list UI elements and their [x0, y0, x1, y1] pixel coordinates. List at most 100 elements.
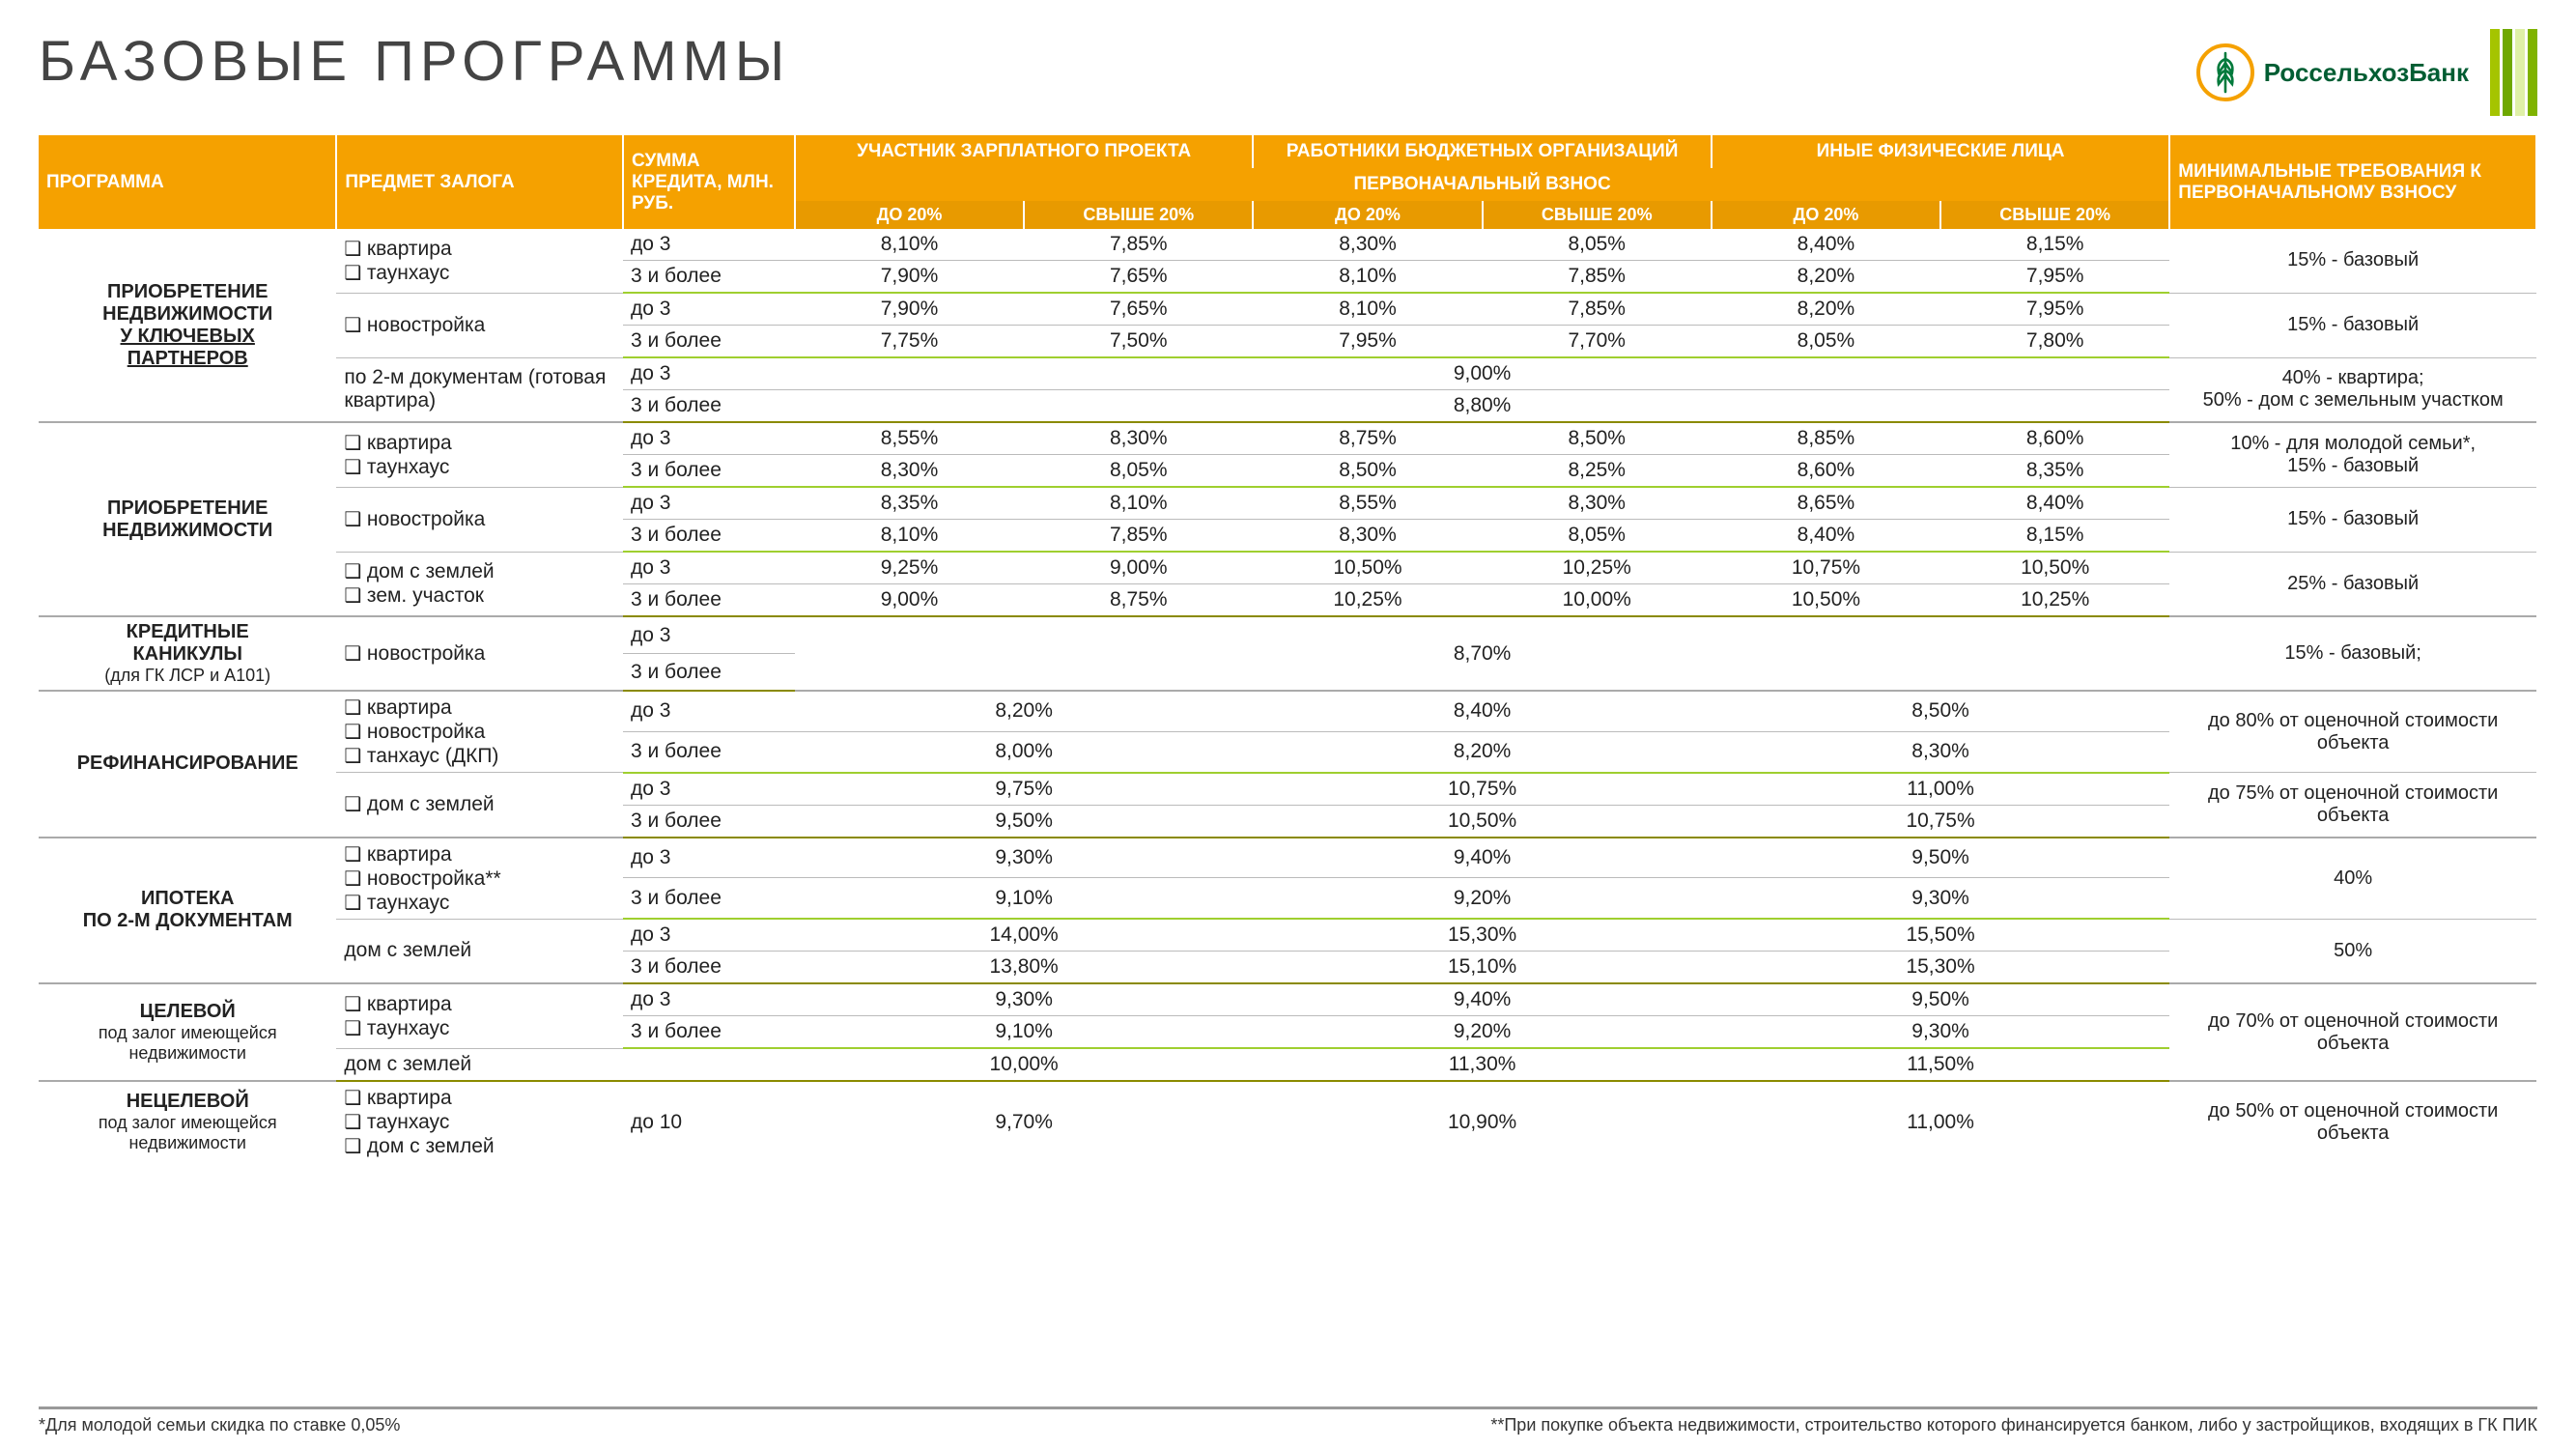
v: 8,65%	[1712, 487, 1940, 520]
v: 9,20%	[1253, 1016, 1711, 1049]
t: 15% - базовый	[2287, 455, 2419, 476]
v: 8,55%	[1253, 487, 1482, 520]
v: 9,30%	[1712, 1016, 2169, 1049]
v: 7,65%	[1024, 261, 1253, 294]
v: 8,20%	[1712, 261, 1940, 294]
pledge: квартира новостройка** таунхаус	[336, 838, 623, 920]
v: 8,40%	[1712, 229, 1940, 261]
t: новостройка	[344, 642, 485, 665]
t: 50% - дом с земельным участком	[2203, 389, 2504, 411]
t: таунхаус	[344, 456, 449, 478]
t: новостройка**	[344, 867, 500, 890]
v: 9,40%	[1253, 838, 1711, 878]
table-row: РЕФИНАНСИРОВАНИЕ квартира новостройка та…	[39, 691, 2536, 731]
table-row: ПРИОБРЕТЕНИЕ НЕДВИЖИМОСТИ У КЛЮЧЕВЫХ ПАР…	[39, 229, 2536, 261]
wheat-icon	[2196, 43, 2254, 101]
amt: до 3	[623, 487, 795, 520]
slide: БАЗОВЫЕ ПРОГРАММЫ РоссельхозБанк ПРОГРАМ…	[0, 0, 2576, 1181]
amt: 3 и более	[623, 261, 795, 294]
t: новостройка	[344, 508, 485, 530]
v: 9,20%	[1253, 878, 1711, 919]
v: 10,50%	[1712, 584, 1940, 617]
v: 9,25%	[795, 552, 1024, 584]
v: 15,50%	[1712, 919, 2169, 952]
v: 10,75%	[1712, 805, 2169, 838]
amt: 3 и более	[623, 952, 795, 984]
v: 9,30%	[795, 983, 1253, 1016]
pledge: квартиратаунхаус	[336, 422, 623, 487]
req: до 80% от оценочной стоимости объекта	[2169, 691, 2536, 773]
prog-p3: КРЕДИТНЫЕ КАНИКУЛЫ (для ГК ЛСР и А101)	[39, 616, 336, 691]
g2-hi: СВЫШЕ 20%	[1483, 201, 1712, 229]
t: РЕФИНАНСИРОВАНИЕ	[77, 753, 298, 774]
v: 8,60%	[1940, 422, 2169, 455]
prog-p1: ПРИОБРЕТЕНИЕ НЕДВИЖИМОСТИ У КЛЮЧЕВЫХ ПАР…	[39, 229, 336, 422]
v: 7,70%	[1483, 326, 1712, 358]
v: 8,55%	[795, 422, 1024, 455]
t: 40% - квартира;	[2282, 367, 2424, 388]
table-body: ПРИОБРЕТЕНИЕ НЕДВИЖИМОСТИ У КЛЮЧЕВЫХ ПАР…	[39, 229, 2536, 1162]
v: 8,05%	[1712, 326, 1940, 358]
amt: до 3	[623, 293, 795, 326]
req: 15% - базовый	[2169, 487, 2536, 552]
v: 8,00%	[795, 731, 1253, 772]
v: 8,35%	[795, 487, 1024, 520]
t: НЕДВИЖИМОСТИ	[102, 520, 272, 541]
v: 9,00%	[1024, 552, 1253, 584]
v: 7,85%	[1024, 229, 1253, 261]
req: до 75% от оценочной стоимости объекта	[2169, 773, 2536, 838]
col-req: МИНИМАЛЬНЫЕ ТРЕБОВАНИЯ К ПЕРВОНАЧАЛЬНОМУ…	[2169, 135, 2536, 229]
v: 9,30%	[1712, 878, 2169, 919]
v: 11,00%	[1712, 773, 2169, 806]
v: 9,70%	[795, 1081, 1253, 1162]
amt: 3 и более	[623, 654, 795, 692]
t: квартира	[344, 432, 451, 454]
table-row: ИПОТЕКА ПО 2-М ДОКУМЕНТАМ квартира новос…	[39, 838, 2536, 878]
v: 10,90%	[1253, 1081, 1711, 1162]
g2-lo: ДО 20%	[1253, 201, 1482, 229]
v: 9,10%	[795, 878, 1253, 919]
v: 9,00%	[795, 584, 1024, 617]
t: квартира	[344, 1087, 451, 1109]
g1-hi: СВЫШЕ 20%	[1024, 201, 1253, 229]
amt: до 3	[623, 357, 795, 390]
v: 8,05%	[1024, 455, 1253, 488]
t: таунхаус	[344, 262, 449, 284]
prog-p4: РЕФИНАНСИРОВАНИЕ	[39, 691, 336, 838]
g1-lo: ДО 20%	[795, 201, 1024, 229]
v: 8,30%	[1024, 422, 1253, 455]
v: 9,00%	[795, 357, 2169, 390]
v: 10,00%	[1483, 584, 1712, 617]
t: под залог имеющейся недвижимости	[46, 1113, 328, 1153]
table-row: дом с землейзем. участок до 3 9,25%9,00%…	[39, 552, 2536, 584]
amt: 3 и более	[623, 805, 795, 838]
v: 7,95%	[1253, 326, 1482, 358]
v: 8,30%	[1253, 229, 1482, 261]
t: КРЕДИТНЫЕ	[127, 621, 249, 642]
t: под залог имеющейся недвижимости	[46, 1023, 328, 1064]
amt: 3 и более	[623, 455, 795, 488]
v: 10,00%	[795, 1048, 1253, 1081]
t: зем. участок	[344, 584, 484, 607]
v: 15,10%	[1253, 952, 1711, 984]
t: новостройка	[344, 721, 485, 743]
col-program: ПРОГРАММА	[39, 135, 336, 229]
table-row: дом с землей до 3 14,00% 15,30% 15,50% 5…	[39, 919, 2536, 952]
v: 11,30%	[1253, 1048, 1711, 1081]
page-title: БАЗОВЫЕ ПРОГРАММЫ	[39, 29, 790, 94]
v: 10,50%	[1253, 805, 1711, 838]
v: 8,50%	[1253, 455, 1482, 488]
req: 15% - базовый	[2169, 229, 2536, 293]
t: НЕДВИЖИМОСТИ	[102, 303, 272, 325]
t: танхаус (ДКП)	[344, 745, 498, 767]
col-group2: РАБОТНИКИ БЮДЖЕТНЫХ ОРГАНИЗАЦИЙ	[1253, 135, 1711, 168]
brand-bars	[2490, 29, 2537, 116]
v: 8,50%	[1483, 422, 1712, 455]
v: 7,95%	[1940, 293, 2169, 326]
bank-logo: РоссельхозБанк	[2189, 29, 2537, 116]
v: 8,20%	[1253, 731, 1711, 772]
amt: до 3	[623, 422, 795, 455]
pledge: по 2-м документам (готовая квартира)	[336, 357, 623, 422]
col-pledge: ПРЕДМЕТ ЗАЛОГА	[336, 135, 623, 229]
req: 50%	[2169, 919, 2536, 983]
